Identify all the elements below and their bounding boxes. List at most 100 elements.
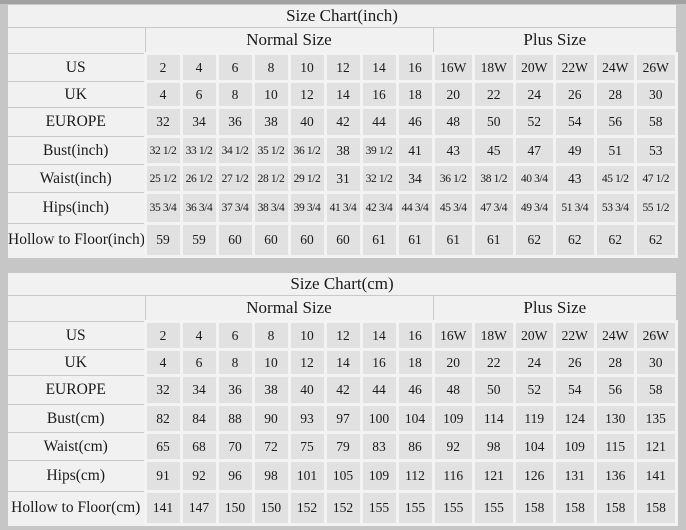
size-value-cell: 44 xyxy=(359,374,399,406)
size-value-cell: 4 xyxy=(179,320,219,351)
size-value-cell: 62 xyxy=(634,222,678,258)
size-value-cell: 62 xyxy=(593,222,637,258)
size-value-cell: 60 xyxy=(251,222,291,258)
size-value-cell: 155 xyxy=(472,490,516,526)
size-value-cell: 56 xyxy=(593,106,637,138)
table-row: EUROPE 32 34 36 38 40 42 44 46 48 50 52 54 56 58 xyxy=(8,374,678,406)
size-value-cell: 34 xyxy=(179,374,219,406)
size-value-cell: 41 3/4 xyxy=(323,191,363,225)
size-value-cell: 20W xyxy=(512,320,556,351)
row-label: Waist(inch) xyxy=(8,164,145,193)
size-value-cell: 91 xyxy=(143,459,183,493)
size-value-cell: 135 xyxy=(634,403,678,434)
size-value-cell: 6 xyxy=(179,348,219,377)
table-title-row: Size Chart(cm) xyxy=(8,273,677,296)
size-value-cell: 14 xyxy=(323,348,363,377)
size-value-cell: 40 3/4 xyxy=(512,163,556,194)
size-value-cell: 88 xyxy=(215,403,255,434)
table-row: Hips(cm) 91 92 96 98 101 105 109 112 116 121 126 131… xyxy=(8,459,678,493)
row-label: US xyxy=(8,53,145,82)
size-value-cell: 26 xyxy=(553,80,597,109)
size-value-cell: 38 3/4 xyxy=(251,191,291,225)
table-row: UK 4 6 8 10 12 14 16 18 20 22 24 26 28 30 xyxy=(8,348,678,377)
size-value-cell: 126 xyxy=(512,459,556,493)
size-value-cell: 22 xyxy=(472,80,516,109)
row-label: Bust(inch) xyxy=(8,136,145,165)
size-value-cell: 93 xyxy=(287,403,327,434)
size-value-cell: 40 xyxy=(287,374,327,406)
size-value-cell: 33 1/2 xyxy=(179,135,219,166)
size-value-cell: 115 xyxy=(593,431,637,462)
size-value-cell: 43 xyxy=(553,163,597,194)
row-label: Hips(inch) xyxy=(8,192,145,224)
size-value-cell: 65 xyxy=(143,431,183,462)
size-value-cell: 62 xyxy=(512,222,556,258)
size-value-cell: 44 3/4 xyxy=(395,191,435,225)
table-title-row: Size Chart(inch) xyxy=(8,5,677,28)
size-value-cell: 2 xyxy=(143,320,183,351)
size-value-cell: 131 xyxy=(553,459,597,493)
size-value-cell: 36 3/4 xyxy=(179,191,219,225)
size-value-cell: 35 1/2 xyxy=(251,135,291,166)
size-value-cell: 32 xyxy=(143,374,183,406)
size-value-cell: 26W xyxy=(634,320,678,351)
size-value-cell: 10 xyxy=(287,320,327,351)
size-value-cell: 109 xyxy=(553,431,597,462)
size-value-cell: 16 xyxy=(395,52,435,83)
size-value-cell: 14 xyxy=(323,80,363,109)
row-label: EUROPE xyxy=(8,375,145,405)
size-value-cell: 50 xyxy=(472,374,516,406)
table-row: Hips(inch) 35 3/4 36 3/4 37 3/4 38 3/4 39 3/4… xyxy=(8,191,678,225)
size-value-cell: 41 xyxy=(395,135,435,166)
size-value-cell: 30 xyxy=(634,80,678,109)
size-value-cell: 4 xyxy=(143,348,183,377)
size-value-cell: 28 xyxy=(593,80,637,109)
size-value-cell: 46 xyxy=(395,374,435,406)
size-value-cell: 40 xyxy=(287,106,327,138)
size-value-cell: 61 xyxy=(472,222,516,258)
size-value-cell: 52 xyxy=(512,374,556,406)
size-value-cell: 61 xyxy=(431,222,475,258)
size-value-cell: 35 3/4 xyxy=(143,191,183,225)
table-row: Hollow to Floor(cm) 141 147 150 150 152 152 155… xyxy=(8,490,678,526)
size-value-cell: 55 1/2 xyxy=(634,191,678,225)
size-value-cell: 38 xyxy=(251,374,291,406)
size-table: Size Chart(cm) Normal Size Plus Size US 2 4 6 8… xyxy=(8,273,678,526)
size-value-cell: 136 xyxy=(593,459,637,493)
row-label: UK xyxy=(8,349,145,376)
size-value-cell: 60 xyxy=(323,222,363,258)
size-value-cell: 32 xyxy=(143,106,183,138)
size-value-cell: 130 xyxy=(593,403,637,434)
size-value-cell: 60 xyxy=(215,222,255,258)
size-value-cell: 6 xyxy=(215,320,255,351)
size-value-cell: 59 xyxy=(143,222,183,258)
size-value-cell: 56 xyxy=(593,374,637,406)
size-value-cell: 22W xyxy=(553,52,597,83)
size-value-cell: 58 xyxy=(634,106,678,138)
size-chart-cm-panel: Size Chart(cm) Normal Size Plus Size US 2 4 6 8… xyxy=(8,273,678,526)
row-label: Bust(cm) xyxy=(8,404,145,433)
size-value-cell: 34 1/2 xyxy=(215,135,255,166)
corner-cell xyxy=(8,27,146,54)
size-value-cell: 92 xyxy=(179,459,219,493)
size-value-cell: 79 xyxy=(323,431,363,462)
size-value-cell: 18 xyxy=(395,348,435,377)
size-value-cell: 6 xyxy=(215,52,255,83)
size-value-cell: 34 xyxy=(179,106,219,138)
size-value-cell: 20 xyxy=(431,80,475,109)
size-value-cell: 150 xyxy=(215,490,255,526)
group-header: Plus Size xyxy=(433,295,677,322)
size-value-cell: 26 1/2 xyxy=(179,163,219,194)
size-value-cell: 109 xyxy=(431,403,475,434)
size-value-cell: 34 xyxy=(395,163,435,194)
size-value-cell: 4 xyxy=(143,80,183,109)
size-value-cell: 75 xyxy=(287,431,327,462)
size-value-cell: 47 xyxy=(512,135,556,166)
size-value-cell: 18 xyxy=(395,80,435,109)
table-row: Waist(cm) 65 68 70 72 75 79 83 86 92 98 104 109 115 12… xyxy=(8,431,678,462)
size-value-cell: 20 xyxy=(431,348,475,377)
table-row: EUROPE 32 34 36 38 40 42 44 46 48 50 52 54 56 58 xyxy=(8,106,678,138)
top-edge-shadow xyxy=(0,0,686,4)
size-value-cell: 10 xyxy=(251,348,291,377)
size-value-cell: 58 xyxy=(634,374,678,406)
